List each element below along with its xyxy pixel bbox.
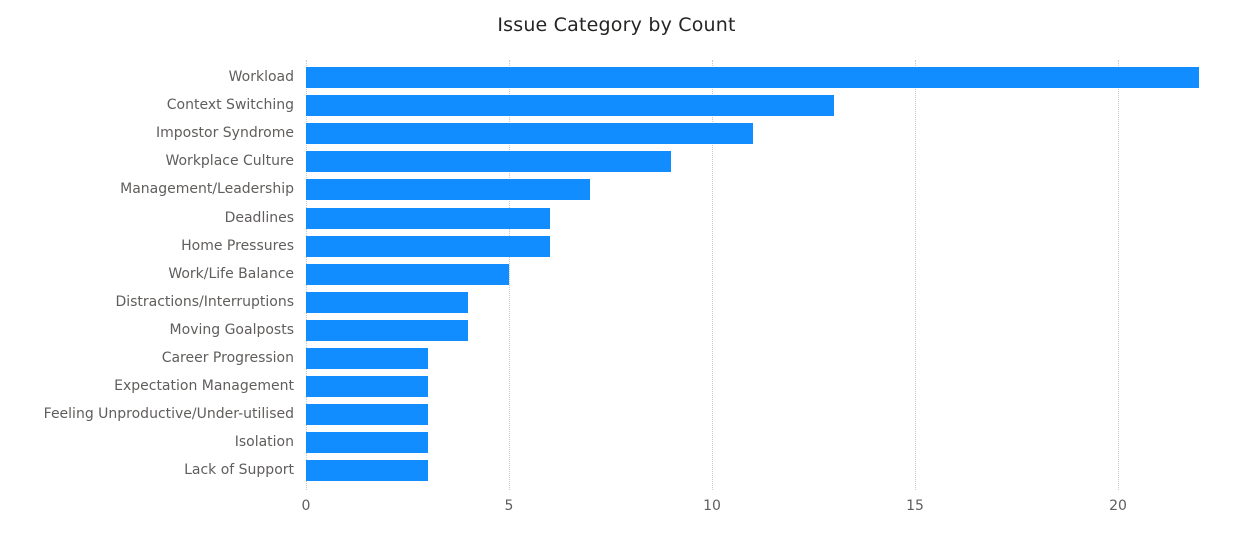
- category-label: Moving Goalposts: [169, 321, 294, 338]
- bar[interactable]: [306, 460, 428, 482]
- gridline: [712, 60, 713, 490]
- bar[interactable]: [306, 263, 509, 285]
- category-label: Impostor Syndrome: [156, 125, 294, 142]
- bar[interactable]: [306, 151, 672, 173]
- category-label: Deadlines: [224, 209, 294, 226]
- gridline: [915, 60, 916, 490]
- category-label: Isolation: [234, 434, 294, 451]
- category-label: Expectation Management: [114, 378, 294, 395]
- category-label: Workload: [228, 69, 294, 85]
- x-tick-label: 10: [703, 498, 721, 514]
- bar[interactable]: [306, 95, 834, 117]
- bar[interactable]: [306, 179, 591, 201]
- bar[interactable]: [306, 123, 753, 145]
- bar[interactable]: [306, 404, 428, 426]
- category-label: Feeling Unproductive/Under-utilised: [43, 406, 294, 423]
- bar[interactable]: [306, 348, 428, 369]
- chart-title: Issue Category by Count: [497, 14, 736, 36]
- x-tick-label: 5: [504, 498, 514, 514]
- category-label: Work/Life Balance: [168, 265, 294, 282]
- bar[interactable]: [306, 319, 469, 341]
- category-label: Home Pressures: [181, 237, 294, 254]
- category-label: Workplace Culture: [165, 153, 294, 170]
- category-label: Lack of Support: [184, 462, 294, 479]
- x-tick-label: 20: [1109, 498, 1127, 514]
- gridline: [1118, 60, 1119, 490]
- category-label: Management/Leadership: [120, 181, 294, 198]
- category-label: Context Switching: [166, 97, 294, 114]
- gridline: [509, 60, 510, 490]
- bar[interactable]: [306, 67, 1200, 88]
- bar[interactable]: [306, 207, 550, 229]
- x-tick-label: 0: [301, 498, 311, 514]
- bar[interactable]: [306, 235, 550, 257]
- bar[interactable]: [306, 291, 469, 313]
- x-tick-label: 15: [906, 498, 924, 514]
- category-label: Career Progression: [161, 350, 294, 366]
- bar[interactable]: [306, 376, 428, 398]
- plot-area: [306, 60, 1218, 490]
- category-label: Distractions/Interruptions: [115, 293, 294, 310]
- bar[interactable]: [306, 432, 428, 454]
